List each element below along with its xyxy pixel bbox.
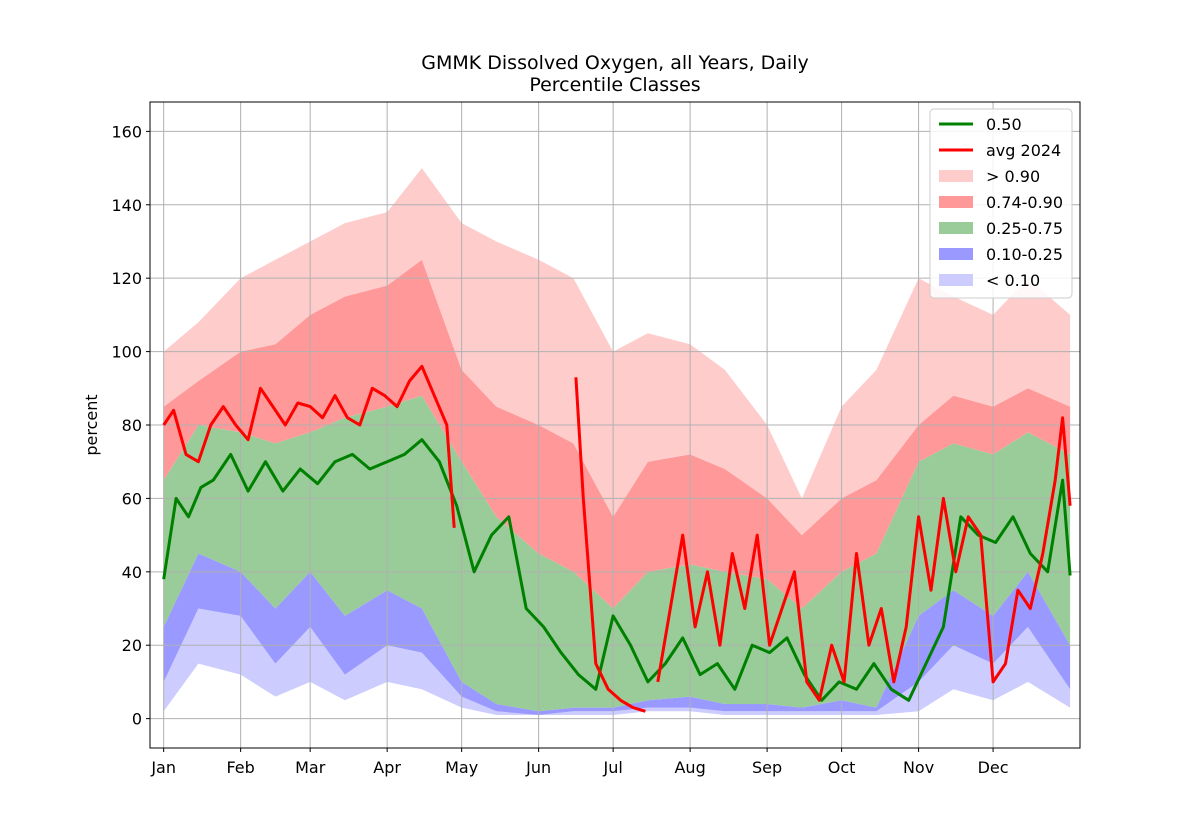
x-tick-label: Mar bbox=[295, 758, 326, 777]
y-tick-label: 0 bbox=[132, 710, 142, 729]
band-p74_90 bbox=[163, 259, 1071, 609]
x-tick-label: Aug bbox=[674, 758, 705, 777]
y-tick-label: 40 bbox=[122, 563, 142, 582]
y-tick-label: 160 bbox=[111, 122, 142, 141]
chart-subtitle: Percentile Classes bbox=[529, 74, 700, 96]
legend-patch-swatch bbox=[939, 196, 973, 208]
y-tick-label: 60 bbox=[122, 489, 142, 508]
chart-title: GMMK Dissolved Oxygen, all Years, Daily bbox=[421, 52, 809, 74]
legend-patch-swatch bbox=[939, 248, 973, 260]
y-tick-label: 120 bbox=[111, 269, 142, 288]
legend-entry: < 0.10 bbox=[986, 271, 1040, 290]
x-tick-label: Jun bbox=[525, 758, 551, 777]
avg-2024-line bbox=[574, 377, 646, 713]
band-p25_75 bbox=[163, 395, 1071, 712]
y-tick-label: 140 bbox=[111, 196, 142, 215]
x-tick-label: Apr bbox=[373, 758, 401, 777]
y-axis-label: percent bbox=[82, 394, 101, 455]
legend-patch-swatch bbox=[939, 170, 973, 182]
legend-entry: 0.10-0.25 bbox=[986, 245, 1063, 264]
legend-entry: 0.74-0.90 bbox=[986, 193, 1063, 212]
x-tick-label: Jul bbox=[602, 758, 622, 777]
x-tick-label: Nov bbox=[903, 758, 934, 777]
y-tick-label: 100 bbox=[111, 343, 142, 362]
x-tick-label: Dec bbox=[978, 758, 1009, 777]
legend-entry: avg 2024 bbox=[986, 141, 1061, 160]
avg-2024-line bbox=[656, 416, 1072, 702]
y-tick-label: 80 bbox=[122, 416, 142, 435]
legend-patch-swatch bbox=[939, 274, 973, 286]
x-tick-label: Oct bbox=[828, 758, 856, 777]
legend-entry: 0.25-0.75 bbox=[986, 219, 1063, 238]
legend-entry: 0.50 bbox=[986, 115, 1022, 134]
x-tick-label: Jan bbox=[150, 758, 176, 777]
legend-entry: > 0.90 bbox=[986, 167, 1040, 186]
median-line bbox=[162, 438, 1072, 702]
legend: 0.50 avg 2024 > 0.90 0.74-0.90 0.25-0.75 0.10… bbox=[929, 108, 1073, 299]
x-tick-label: May bbox=[445, 758, 478, 777]
band-p10_25 bbox=[163, 553, 1071, 715]
y-axis-ticks: 0 20 40 60 80 100 120 140 160 bbox=[111, 122, 150, 729]
x-axis-ticks: Jan Feb Mar Apr May Jun Jul Aug Sep Oct Nov Dec bbox=[150, 748, 1009, 777]
legend-patch-swatch bbox=[939, 222, 973, 234]
x-tick-label: Sep bbox=[752, 758, 782, 777]
x-tick-label: Feb bbox=[226, 758, 254, 777]
series-lines bbox=[162, 364, 1072, 713]
avg-2024-line bbox=[162, 364, 456, 528]
y-tick-label: 20 bbox=[122, 636, 142, 655]
